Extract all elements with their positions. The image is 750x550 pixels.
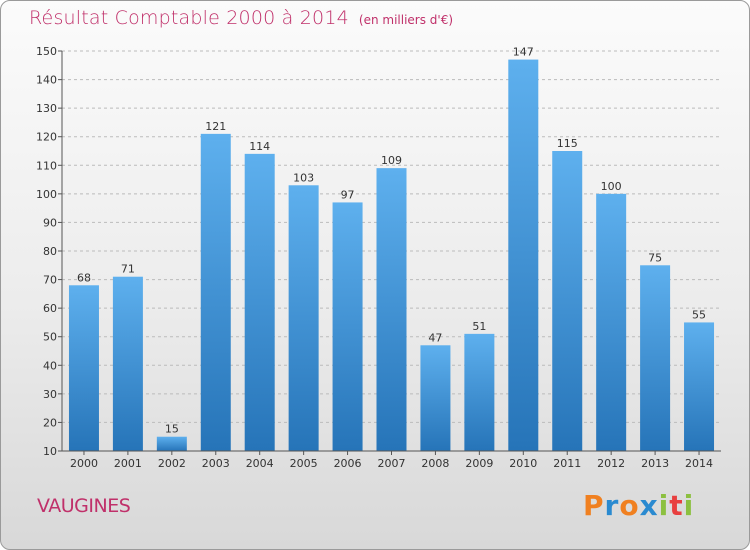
chart-title-text: Résultat Comptable 2000 à 2014 (29, 7, 349, 29)
y-tick-label: 10 (43, 445, 57, 458)
x-tick-label: 2008 (421, 457, 449, 470)
gridlines (62, 50, 721, 423)
chart-title: Résultat Comptable 2000 à 2014 (en millie… (29, 7, 453, 29)
y-tick-label: 40 (43, 359, 57, 372)
y-tick-label: 130 (36, 102, 57, 115)
x-tick-label: 2006 (334, 457, 362, 470)
x-tick-label: 2009 (465, 457, 493, 470)
y-tick-label: 120 (36, 131, 57, 144)
bar (640, 265, 671, 451)
x-tick-label: 2000 (70, 457, 98, 470)
x-axis: 2000 2001 2002 2003 2004 2005 2006 2007 2008 2009… (62, 450, 721, 470)
bar-value-label: 115 (557, 137, 578, 150)
proxiti-logo[interactable]: Proxiti (583, 489, 694, 522)
logo-letter: i (683, 489, 695, 522)
x-tick-label: 2004 (246, 457, 274, 470)
bar-value-label: 15 (165, 423, 179, 436)
bar (112, 276, 143, 451)
x-tick-label: 2003 (202, 457, 230, 470)
bars: 68 71 15 121 114 103 97 109 47 51 147 115 100 75 55 (68, 46, 715, 452)
logo-letter: t (669, 489, 684, 522)
logo-letter: i (658, 489, 670, 522)
bar (68, 285, 99, 451)
y-tick-label: 110 (36, 159, 57, 172)
x-tick-label: 2001 (114, 457, 142, 470)
logo-letter: r (604, 489, 620, 522)
x-tick-label: 2014 (685, 457, 713, 470)
y-tick-label: 30 (43, 388, 57, 401)
y-tick-label: 50 (43, 331, 57, 344)
bar (332, 202, 363, 451)
bar (684, 322, 715, 451)
y-tick-label: 140 (36, 74, 57, 87)
bar-value-label: 97 (341, 188, 355, 201)
bar (420, 345, 451, 451)
x-tick-label: 2010 (509, 457, 537, 470)
bar (508, 59, 539, 451)
bar-value-label: 103 (293, 171, 314, 184)
bar (596, 193, 627, 451)
bar-value-label: 100 (601, 180, 622, 193)
logo-letter: P (583, 489, 605, 522)
y-tick-label: 60 (43, 302, 57, 315)
x-tick-label: 2012 (597, 457, 625, 470)
bar (288, 185, 319, 452)
bar (376, 168, 407, 451)
bar (552, 151, 583, 451)
bar (244, 153, 275, 451)
y-tick-label: 20 (43, 416, 57, 429)
y-tick-label: 70 (43, 274, 57, 287)
y-tick-label: 90 (43, 216, 57, 229)
bar-value-label: 55 (692, 308, 706, 321)
x-tick-label: 2007 (378, 457, 406, 470)
bar-value-label: 121 (205, 120, 226, 133)
bar-value-label: 114 (249, 140, 270, 153)
commune-name: VAUGINES (37, 495, 131, 517)
logo-letter: x (639, 489, 659, 522)
bar (464, 333, 495, 451)
y-axis: 10 20 30 40 50 60 70 80 90 100 110 120 130 140 150 (36, 45, 63, 458)
x-tick-label: 2011 (553, 457, 581, 470)
x-tick-label: 2002 (158, 457, 186, 470)
bar-value-label: 51 (472, 320, 486, 333)
chart-unit: (en milliers d'€) (358, 13, 454, 27)
x-tick-label: 2005 (290, 457, 318, 470)
bar (200, 133, 231, 451)
x-tick-label: 2013 (641, 457, 669, 470)
bar-value-label: 47 (428, 331, 442, 344)
bar-value-label: 68 (77, 271, 91, 284)
bar (156, 436, 187, 451)
y-tick-label: 80 (43, 245, 57, 258)
bar-value-label: 147 (513, 46, 534, 59)
logo-letter: o (619, 489, 640, 522)
y-tick-label: 150 (36, 45, 57, 58)
bar-value-label: 75 (648, 251, 662, 264)
bar-value-label: 71 (121, 263, 135, 276)
y-tick-label: 100 (36, 188, 57, 201)
bar-value-label: 109 (381, 154, 402, 167)
